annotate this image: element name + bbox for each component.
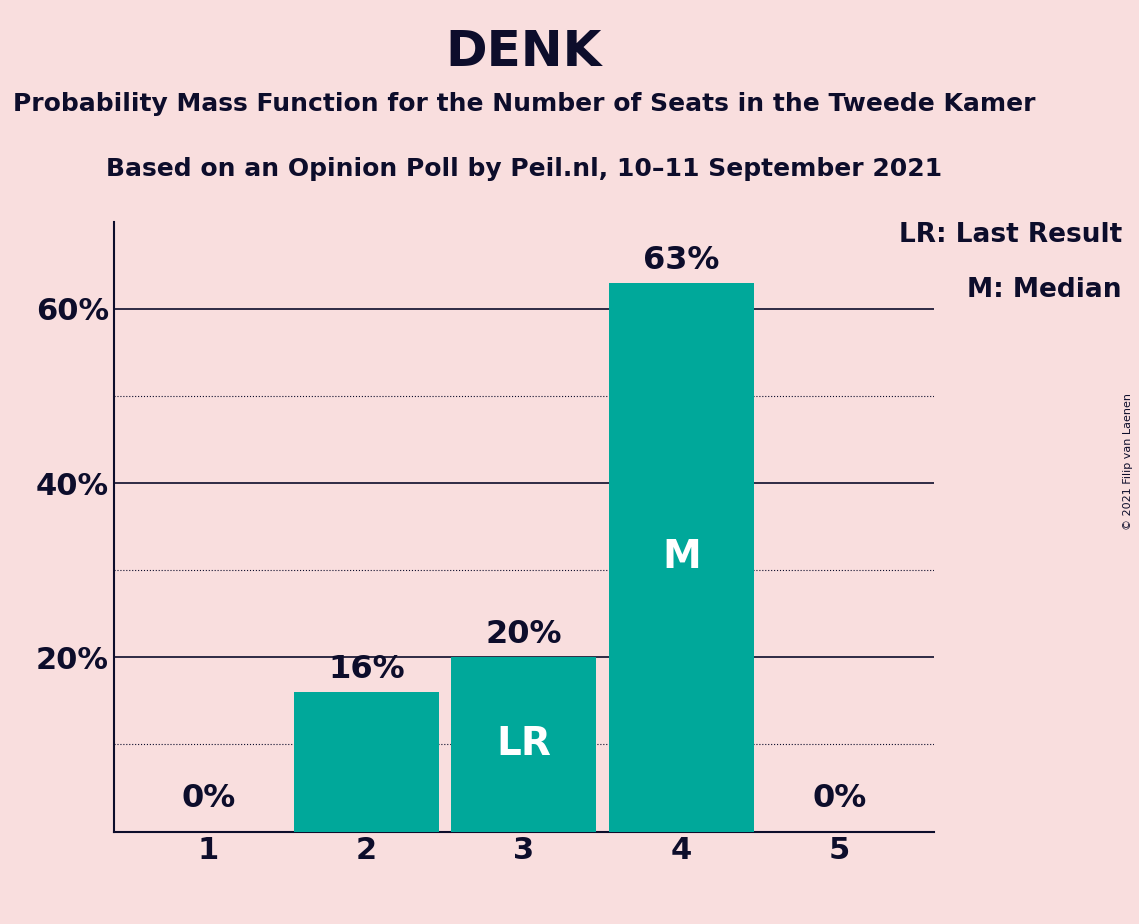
Text: 0%: 0% bbox=[812, 784, 867, 814]
Text: Based on an Opinion Poll by Peil.nl, 10–11 September 2021: Based on an Opinion Poll by Peil.nl, 10–… bbox=[106, 157, 942, 181]
Text: DENK: DENK bbox=[445, 28, 603, 76]
Text: Probability Mass Function for the Number of Seats in the Tweede Kamer: Probability Mass Function for the Number… bbox=[13, 92, 1035, 116]
Text: M: M bbox=[662, 538, 700, 577]
Bar bbox=[609, 283, 754, 832]
Bar bbox=[451, 657, 597, 832]
Text: 20%: 20% bbox=[485, 619, 563, 650]
Text: 16%: 16% bbox=[328, 654, 404, 686]
Text: LR: LR bbox=[497, 725, 551, 763]
Text: LR: Last Result: LR: Last Result bbox=[899, 222, 1122, 248]
Text: 0%: 0% bbox=[181, 784, 236, 814]
Text: 63%: 63% bbox=[644, 245, 720, 275]
Text: M: Median: M: Median bbox=[967, 277, 1122, 303]
Bar bbox=[294, 692, 439, 832]
Text: © 2021 Filip van Laenen: © 2021 Filip van Laenen bbox=[1123, 394, 1133, 530]
